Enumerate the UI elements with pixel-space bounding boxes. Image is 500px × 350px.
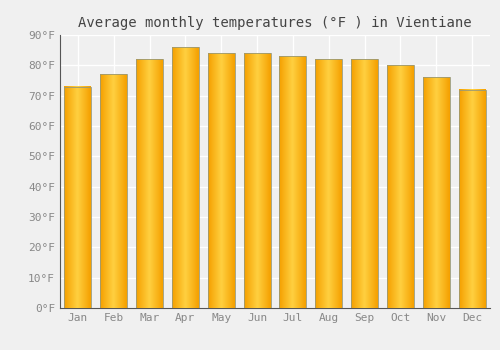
Bar	[136, 59, 163, 308]
Title: Average monthly temperatures (°F ) in Vientiane: Average monthly temperatures (°F ) in Vi…	[78, 16, 472, 30]
Bar	[208, 53, 234, 308]
Bar	[172, 47, 199, 308]
Bar	[100, 75, 127, 308]
Bar	[458, 90, 485, 308]
Bar	[387, 65, 414, 308]
Bar	[64, 86, 92, 308]
Bar	[316, 59, 342, 308]
Bar	[423, 77, 450, 308]
Bar	[351, 59, 378, 308]
Bar	[280, 56, 306, 308]
Bar	[244, 53, 270, 308]
